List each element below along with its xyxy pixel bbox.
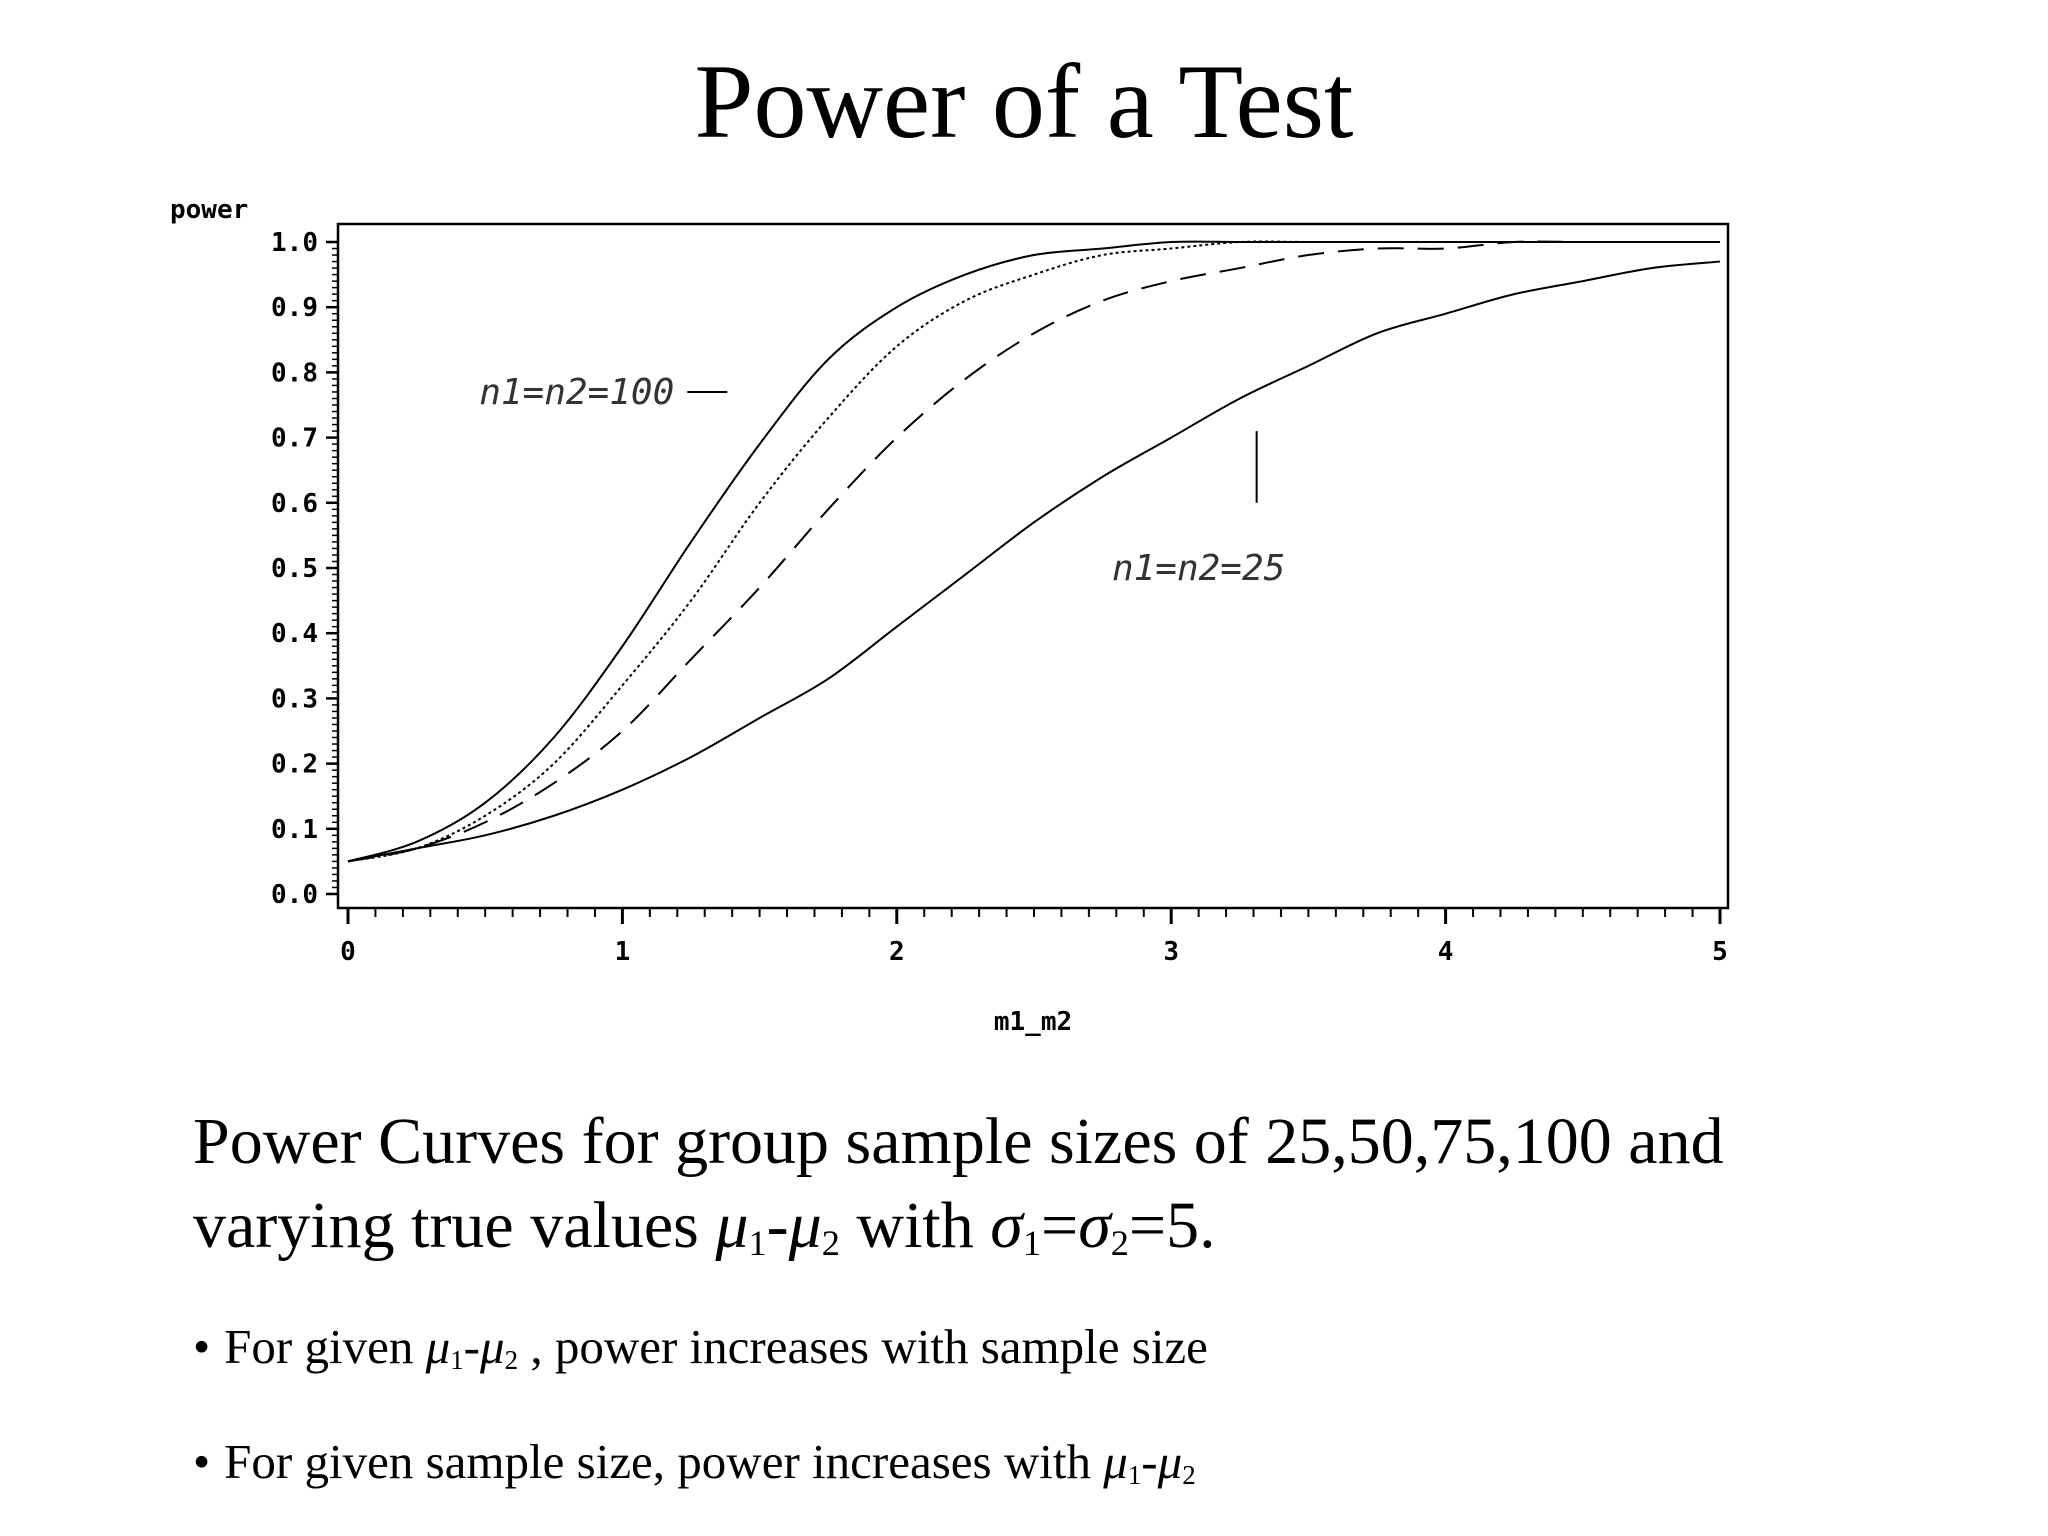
subscript-2: 2 xyxy=(504,1344,519,1375)
y-tick-label: 0.3 xyxy=(271,684,318,714)
slide-title: Power of a Test xyxy=(694,43,1354,160)
mu-symbol: μ xyxy=(480,1319,505,1374)
x-axis-label: m1_m2 xyxy=(994,1007,1072,1037)
subscript-1: 1 xyxy=(1022,1222,1041,1263)
x-tick-label: 5 xyxy=(1712,937,1728,967)
minus-sign: - xyxy=(463,1319,480,1374)
x-tick-label: 3 xyxy=(1163,937,1179,967)
bullet-dot: • xyxy=(193,1434,211,1489)
x-tick-label: 4 xyxy=(1438,937,1454,967)
y-tick-label: 0.0 xyxy=(271,880,318,910)
y-tick-label: 0.7 xyxy=(271,424,318,454)
minus-sign: - xyxy=(766,1189,789,1262)
caption-with: with xyxy=(839,1189,991,1262)
power-curve-4 xyxy=(347,260,1721,863)
mu-symbol: μ xyxy=(1157,1434,1183,1489)
subscript-1: 1 xyxy=(748,1222,767,1263)
sigma-symbol: σ xyxy=(990,1189,1023,1262)
bullet-item-2: • For given sample size, power increases … xyxy=(193,1430,1893,1494)
minus-sign: - xyxy=(1141,1434,1158,1489)
subscript-1: 1 xyxy=(1127,1459,1142,1490)
mu-symbol: μ xyxy=(715,1189,749,1262)
bullet-dot: • xyxy=(193,1319,211,1374)
bullet-item-1: • For given μ1-μ2 , power increases with … xyxy=(193,1315,1893,1379)
y-tick-label: 0.8 xyxy=(271,358,318,388)
annotation-label-n25: n1=n2=25 xyxy=(1112,548,1285,589)
y-axis-label: power xyxy=(170,195,248,225)
sigma-symbol: σ xyxy=(1078,1189,1111,1262)
power-curve-1 xyxy=(347,240,1720,863)
y-tick-label: 0.4 xyxy=(271,619,318,649)
power-curve-3 xyxy=(347,240,1720,863)
annotation-label-n100: n1=n2=100 xyxy=(479,372,674,413)
y-tick-label: 0.2 xyxy=(271,750,318,780)
mu-symbol: μ xyxy=(425,1319,451,1374)
x-tick-label: 2 xyxy=(889,937,905,967)
y-tick-label: 0.9 xyxy=(271,293,318,323)
y-tick-label: 0.5 xyxy=(271,554,318,584)
caption-line2-prefix: varying true values xyxy=(193,1189,716,1262)
chart-layer: 0.0 0.1 0.2 0.3 0.4 0.5 0.6 0.7 0.8 0.9 1.0 0 1 2 3 4 5 p… xyxy=(170,195,1730,1037)
y-tick-label: 1.0 xyxy=(271,228,318,258)
subscript-1: 1 xyxy=(450,1344,464,1375)
caption: Power Curves for group sample sizes of 2… xyxy=(193,1100,1893,1268)
bullet2-prefix: For given sample size, power increases w… xyxy=(224,1434,1104,1489)
y-tick-label: 0.1 xyxy=(271,815,318,845)
caption-line1: Power Curves for group sample sizes of 2… xyxy=(193,1105,1724,1178)
subscript-2: 2 xyxy=(1110,1222,1129,1263)
y-tick-label: 0.6 xyxy=(271,489,318,519)
bullet1-prefix: For given xyxy=(224,1319,426,1374)
subscript-2: 2 xyxy=(821,1222,840,1263)
x-tick-label: 1 xyxy=(615,937,631,967)
mu-symbol: μ xyxy=(1103,1434,1128,1489)
power-chart: 0.0 0.1 0.2 0.3 0.4 0.5 0.6 0.7 0.8 0.9 1.0 0 1 2 3 4 5 p… xyxy=(170,195,1730,1037)
caption-end: =5. xyxy=(1128,1189,1216,1262)
plot-frame xyxy=(336,222,1730,910)
power-curve-2 xyxy=(347,240,1720,863)
x-tick-label: 0 xyxy=(340,937,356,967)
mu-symbol: μ xyxy=(788,1189,822,1262)
equals-sign: = xyxy=(1040,1189,1079,1262)
subscript-2: 2 xyxy=(1182,1459,1196,1490)
bullet1-suffix: , power increases with sample size xyxy=(518,1319,1208,1374)
